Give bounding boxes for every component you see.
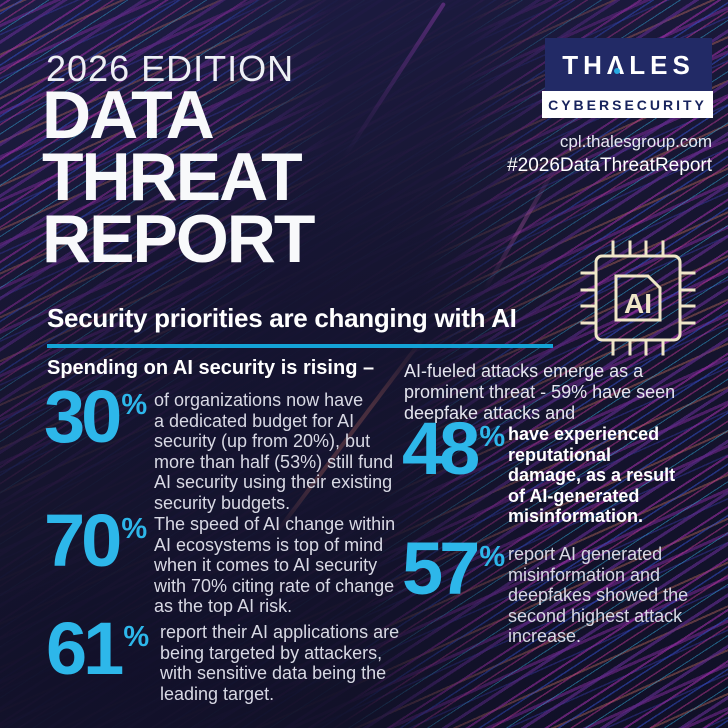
section-underline [47,344,553,348]
edition-label: 2026 EDITION [46,48,295,89]
ai-chip-label: AI [624,288,652,319]
hashtag-text: #2026DataThreatReport [507,155,712,176]
website-text: cpl.thalesgroup.com [559,132,712,151]
percent-sign: % [479,541,506,573]
percent-sign: % [121,513,148,545]
thales-logo-dot-icon [613,67,620,74]
stat-value: 30% [44,375,148,458]
stat-value: 57% [402,527,506,610]
thales-logo: THΛ LES [545,38,712,91]
stat-text: The speed of AI change within AI ecosyst… [154,514,396,616]
stat-value: 70% [44,499,148,582]
left-column-heading: Spending on AI security is rising – [47,357,375,379]
page-title: DATA THREAT REPORT [42,77,315,277]
cybersecurity-banner: CYBERSECURITY [542,91,713,118]
right-column-intro: AI-fueled attacks emerge as a prominent … [404,361,676,423]
stat-value: 48% [402,407,506,490]
stat-text: have experienced reputational damage, as… [508,424,676,526]
stat-text: report AI generated misinformation and d… [508,544,689,646]
stat-text: report their AI applications are being t… [160,622,400,704]
stat-text: of organizations now have a dedicated bu… [154,390,394,513]
thales-logo-text: THΛ LES [562,49,695,80]
cybersecurity-label: CYBERSECURITY [548,96,707,113]
percent-sign: % [479,421,506,453]
section-heading: Security priorities are changing with AI [47,303,517,333]
stat-value: 61% [46,607,150,690]
percent-sign: % [123,621,150,653]
percent-sign: % [121,389,148,421]
ai-chip-icon: AI [580,240,696,356]
